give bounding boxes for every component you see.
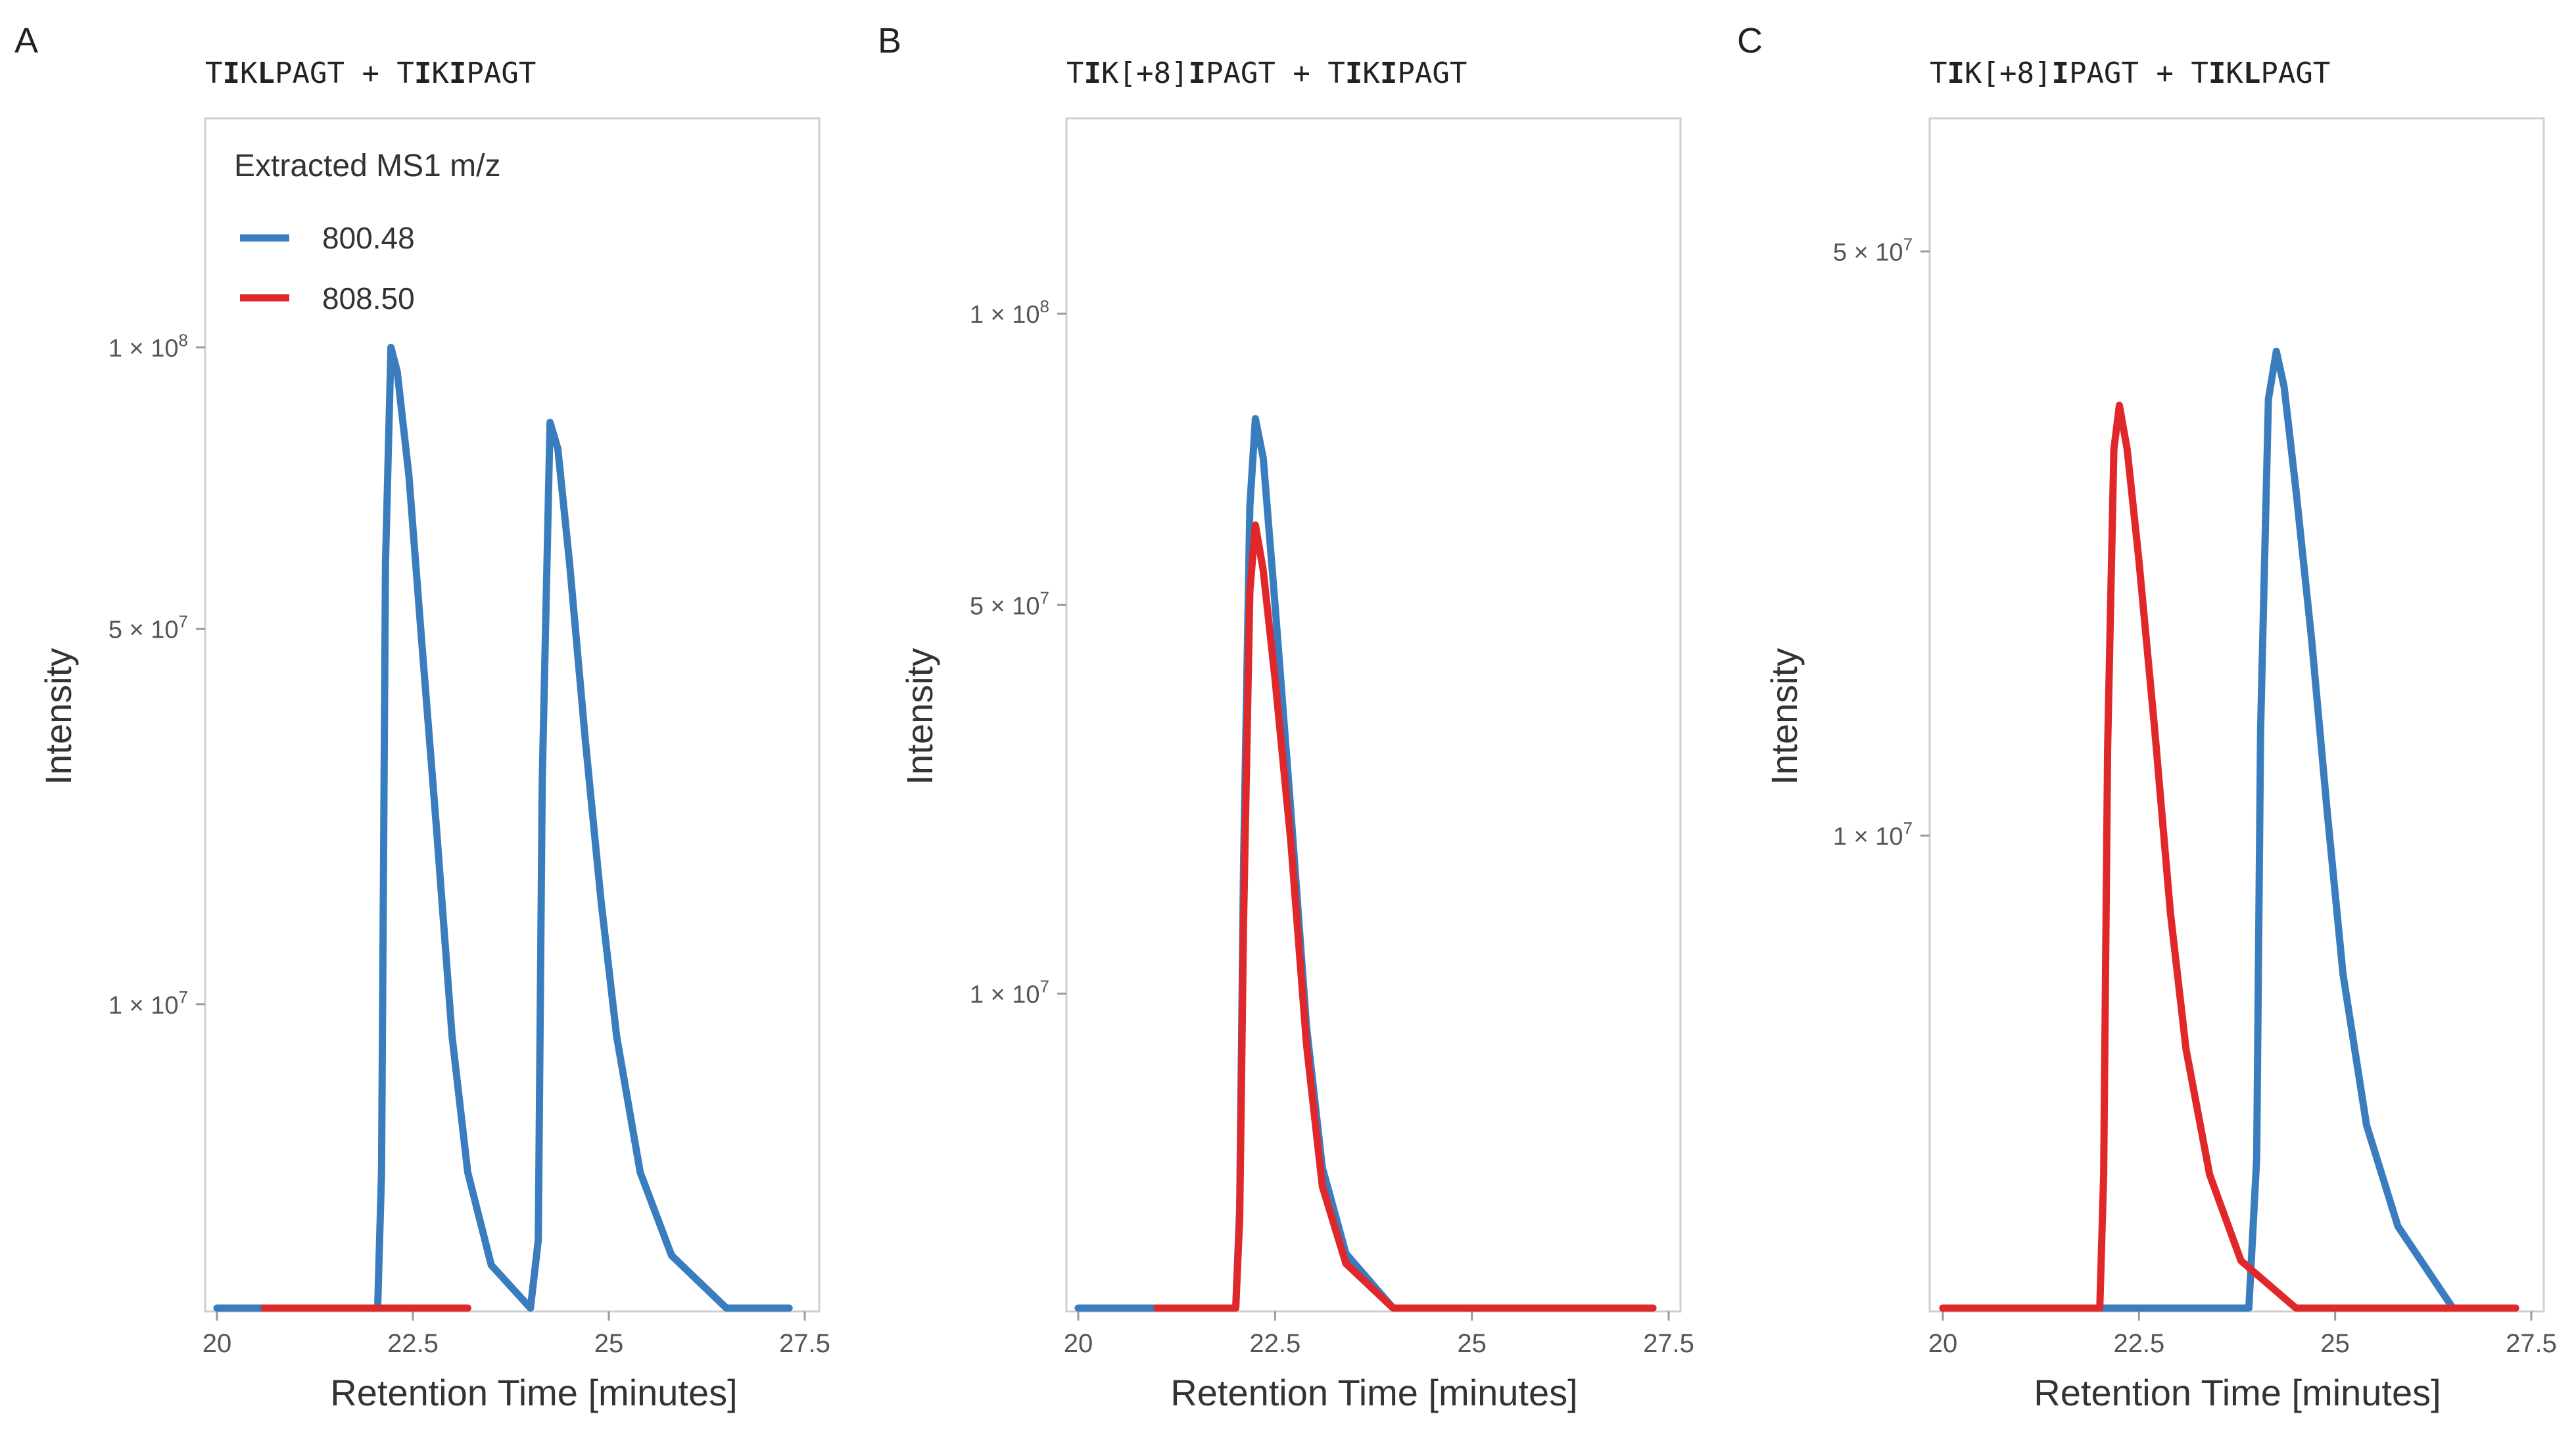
title-segment: PAGT	[466, 57, 536, 90]
title-segment: K	[2226, 57, 2243, 90]
title-segment: PAGT	[2260, 57, 2330, 90]
y-tick-label: 1 × 108	[970, 296, 1049, 329]
x-tick-label: 20	[203, 1329, 232, 1358]
x-tick-label: 27.5	[779, 1329, 830, 1358]
x-tick-label: 22.5	[387, 1329, 439, 1358]
x-tick-label: 27.5	[2506, 1329, 2557, 1358]
legend-title: Extracted MS1 m/z	[234, 149, 500, 183]
title-segment: I	[414, 57, 432, 90]
x-tick-label: 25	[1457, 1329, 1487, 1358]
plot-frame	[1928, 117, 2545, 1313]
panel-title: TIK[+8]IPAGT + TIKLPAGT	[1930, 57, 2330, 90]
y-axis-label: Intensity	[899, 648, 940, 786]
title-segment: I	[1188, 57, 1206, 90]
y-tick-label: 1 × 107	[1833, 818, 1913, 851]
x-tick-label: 22.5	[1249, 1329, 1300, 1358]
title-segment: T	[1066, 57, 1084, 90]
y-tick-label: 5 × 107	[1833, 235, 1913, 267]
panel-letter: A	[14, 21, 38, 60]
title-segment: L	[2243, 57, 2261, 90]
title-segment: PAGT + T	[2069, 57, 2208, 90]
x-axis-label: Retention Time [minutes]	[1170, 1372, 1577, 1413]
title-segment: K[+8]	[1965, 57, 2051, 90]
plot-frame	[204, 117, 821, 1313]
title-segment: I	[1345, 57, 1363, 90]
plot-frame	[1065, 117, 1682, 1313]
series-line-800-48	[1074, 415, 1657, 1312]
series-line-800-48	[1939, 347, 2519, 1312]
title-segment: I	[449, 57, 467, 90]
title-segment: T	[205, 57, 223, 90]
y-axis: 1 × 107 5 × 107 1 × 108	[108, 330, 205, 1020]
x-tick-label: 27.5	[1643, 1329, 1694, 1358]
title-segment: I	[1947, 57, 1965, 90]
series-line-808-50	[1939, 402, 2519, 1312]
x-tick-label: 25	[2320, 1329, 2350, 1358]
x-tick-label: 20	[1928, 1329, 1958, 1358]
x-axis: 20 22.5 25 27.5	[1928, 1311, 2557, 1358]
title-segment: PAGT + T	[1206, 57, 1345, 90]
title-segment: PAGT + T	[275, 57, 414, 90]
title-segment: PAGT	[1397, 57, 1467, 90]
y-axis-label: Intensity	[37, 648, 79, 786]
panel-title: TIK[+8]IPAGT + TIKIPAGT	[1066, 57, 1467, 90]
legend-label-800-48: 800.48	[322, 221, 415, 255]
y-tick-label: 1 × 107	[970, 977, 1049, 1009]
series-group	[1939, 347, 2519, 1312]
title-segment: K[+8]	[1101, 57, 1188, 90]
y-tick-label: 5 × 107	[970, 588, 1049, 620]
x-tick-label: 20	[1064, 1329, 1093, 1358]
y-tick-label: 1 × 107	[108, 987, 188, 1020]
title-segment: I	[1084, 57, 1102, 90]
panel-title: TIKLPAGT + TIKIPAGT	[205, 57, 536, 90]
title-segment: I	[223, 57, 241, 90]
series-line-800-48	[213, 344, 793, 1312]
x-axis-label: Retention Time [minutes]	[2034, 1372, 2441, 1413]
x-axis-label: Retention Time [minutes]	[330, 1372, 737, 1413]
title-segment: K	[240, 57, 258, 90]
title-segment: K	[431, 57, 449, 90]
title-segment: K	[1362, 57, 1380, 90]
legend-label-808-50: 808.50	[322, 281, 415, 316]
y-tick-label: 1 × 108	[108, 330, 188, 362]
panel-letter: B	[878, 21, 901, 60]
panel-letter: C	[1737, 21, 1763, 60]
title-segment: I	[2208, 57, 2226, 90]
y-axis-label: Intensity	[1763, 648, 1805, 786]
title-segment: I	[1380, 57, 1398, 90]
series-group	[1074, 415, 1657, 1312]
series-line-808-50	[1153, 521, 1657, 1312]
y-tick-label: 5 × 107	[108, 612, 188, 644]
x-axis: 20 22.5 25 27.5	[1064, 1311, 1694, 1358]
x-tick-label: 25	[594, 1329, 624, 1358]
x-tick-label: 22.5	[2113, 1329, 2164, 1358]
y-axis: 1 × 107 5 × 107 1 × 108	[970, 296, 1066, 1009]
title-segment: T	[1930, 57, 1947, 90]
series-group	[213, 344, 793, 1312]
title-segment: I	[2051, 57, 2069, 90]
title-segment: L	[258, 57, 275, 90]
x-axis: 20 22.5 25 27.5	[203, 1311, 830, 1358]
y-axis: 1 × 107 5 × 107	[1833, 235, 1930, 851]
legend: Extracted MS1 m/z 800.48 808.50	[234, 149, 500, 316]
